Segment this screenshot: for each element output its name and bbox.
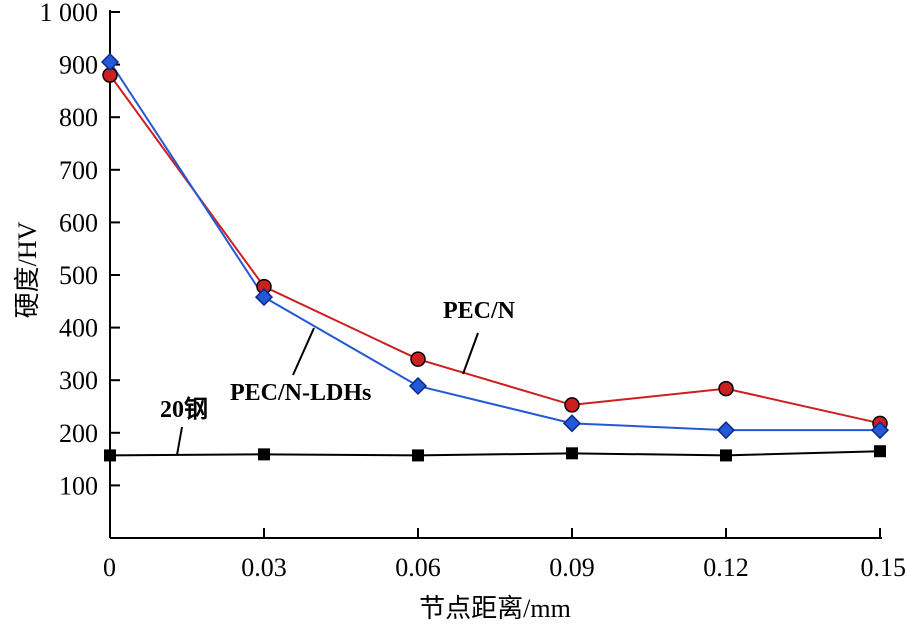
- data-point-pec-n-ldhs: [562, 414, 582, 433]
- y-tick-label: 400: [59, 314, 98, 343]
- ticks: 100 200 300 400 500 600 700 800 900 1 000 0 0.03 0.0…: [40, 0, 907, 582]
- data-point-pec-n: [564, 397, 580, 413]
- x-tick-label: 0.03: [241, 553, 287, 582]
- data-point-20-steel: [720, 449, 732, 462]
- y-tick-label: 900: [59, 51, 98, 80]
- data-point-20-steel: [258, 448, 270, 461]
- data-point-pec-n-ldhs: [716, 421, 736, 440]
- data-point-20-steel: [874, 445, 886, 458]
- series-layer: [100, 52, 890, 462]
- y-tick-label: 200: [59, 419, 98, 448]
- data-point-pec-n-ldhs: [870, 421, 890, 440]
- y-tick-label: 600: [59, 208, 98, 237]
- x-tick-label: 0.15: [861, 553, 907, 582]
- series-label-pec-n: PEC/N: [443, 298, 516, 324]
- leader-line-pec-n: [462, 332, 479, 375]
- data-point-20-steel: [566, 447, 578, 460]
- x-axis-title: 节点距离/mm: [419, 594, 571, 623]
- data-point-pec-n: [410, 351, 426, 367]
- data-point-20-steel: [104, 449, 116, 462]
- x-tick-label: 0.12: [703, 553, 749, 582]
- y-tick-label: 700: [59, 156, 98, 185]
- leader-line-pec-n-ldhs: [292, 327, 315, 376]
- x-tick-label: 0.06: [395, 553, 441, 582]
- series-line-pec-n: [109, 74, 881, 425]
- data-point-pec-n-ldhs: [254, 288, 274, 307]
- data-point-20-steel: [412, 449, 424, 462]
- axes: [109, 10, 882, 539]
- data-point-pec-n-ldhs: [408, 376, 428, 396]
- y-tick-label: 100: [59, 471, 98, 500]
- x-tick-label: 0: [103, 553, 116, 582]
- series-line-pec-n-ldhs: [109, 61, 880, 432]
- data-point-pec-n: [718, 380, 734, 397]
- series-label-pec-n-ldhs: PEC/N-LDHs: [230, 380, 371, 406]
- data-point-pec-n-ldhs: [100, 52, 120, 72]
- y-tick-label: 800: [59, 103, 98, 132]
- series-line-20-steel: [109, 450, 881, 457]
- annotations: PEC/N PEC/N-LDHs 20钢: [160, 298, 516, 456]
- y-tick-label: 500: [59, 261, 98, 290]
- y-axis-title: 硬度/HV: [13, 221, 42, 318]
- x-tick-label: 0.09: [549, 553, 595, 582]
- y-tick-label: 1 000: [40, 0, 99, 27]
- y-tick-label: 300: [59, 366, 98, 395]
- leader-line-20-steel: [176, 426, 183, 456]
- series-label-20-steel: 20钢: [160, 396, 208, 423]
